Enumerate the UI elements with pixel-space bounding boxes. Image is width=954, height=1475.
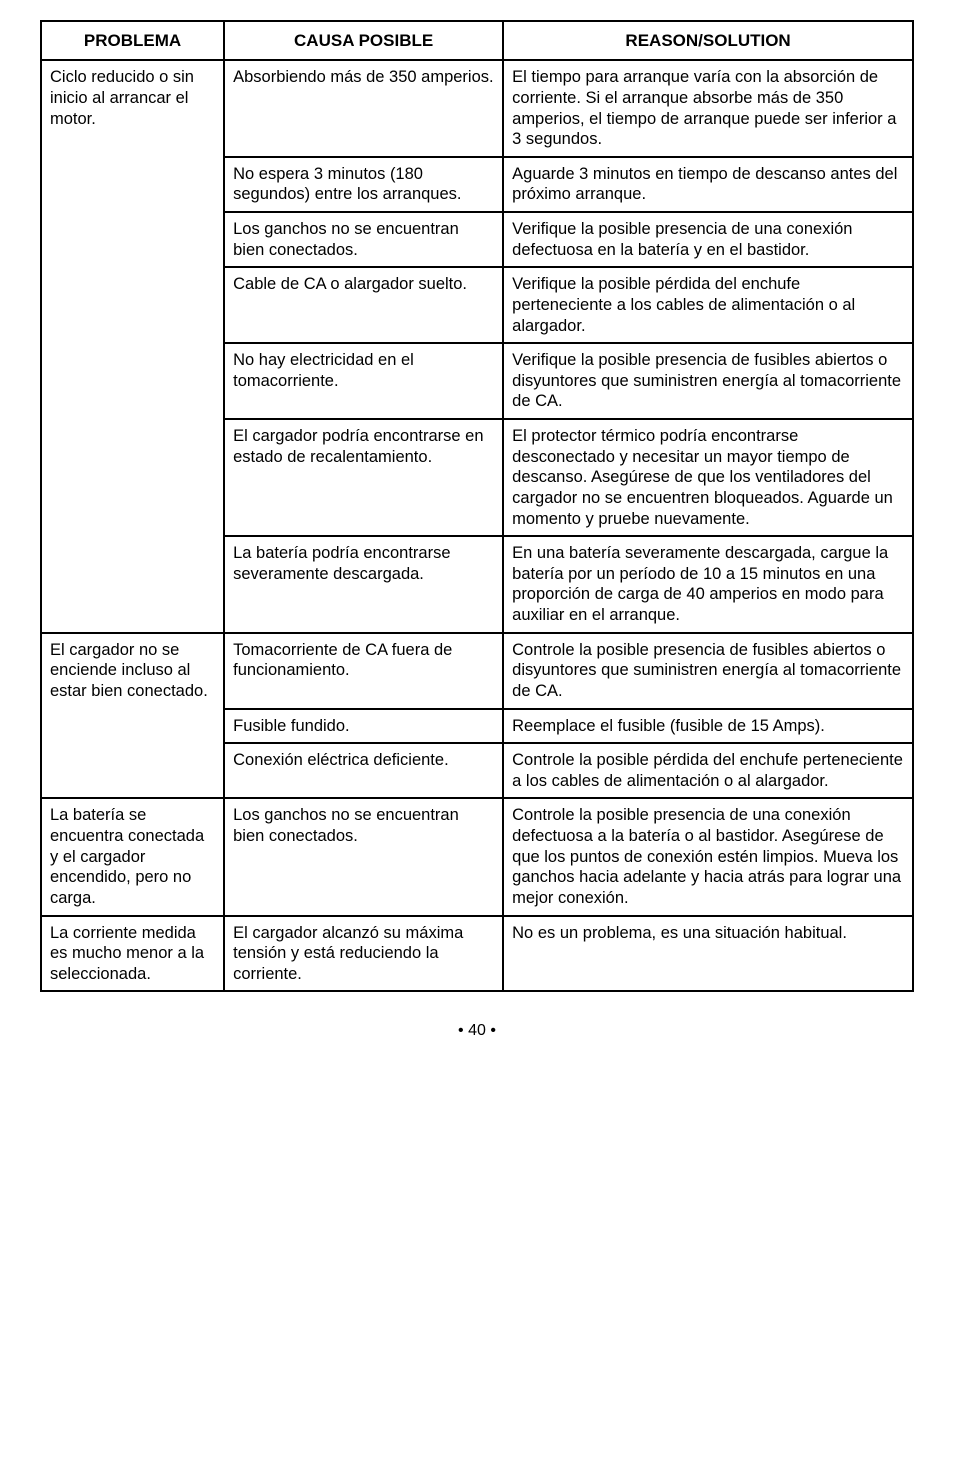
solution-cell: Controle la posible presencia de una con…: [503, 798, 913, 915]
problem-cell: La corriente medida es mucho menor a la …: [41, 916, 224, 992]
table-row: La batería se encuentra conectada y el c…: [41, 798, 913, 915]
cause-cell: No espera 3 minutos (180 segundos) entre…: [224, 157, 503, 212]
cause-cell: Tomacorriente de CA fuera de funcionamie…: [224, 633, 503, 709]
problem-cell: Ciclo reducido o sin inicio al arrancar …: [41, 60, 224, 632]
cause-cell: Absorbiendo más de 350 amperios.: [224, 60, 503, 157]
cause-cell: Cable de CA o alargador suelto.: [224, 267, 503, 343]
cause-cell: La batería podría encontrarse severament…: [224, 536, 503, 633]
cause-cell: Los ganchos no se encuentran bien conect…: [224, 798, 503, 915]
solution-cell: En una batería severamente descargada, c…: [503, 536, 913, 633]
solution-cell: Verifique la posible presencia de fusibl…: [503, 343, 913, 419]
problem-cell: La batería se encuentra conectada y el c…: [41, 798, 224, 915]
table-body: Ciclo reducido o sin inicio al arrancar …: [41, 60, 913, 991]
cause-cell: No hay electricidad en el tomacorriente.: [224, 343, 503, 419]
table-row: La corriente medida es mucho menor a la …: [41, 916, 913, 992]
solution-cell: Controle la posible presencia de fusible…: [503, 633, 913, 709]
cause-cell: El cargador alcanzó su máxima tensión y …: [224, 916, 503, 992]
solution-cell: Aguarde 3 minutos en tiempo de descanso …: [503, 157, 913, 212]
troubleshooting-table: PROBLEMA CAUSA POSIBLE REASON/SOLUTION C…: [40, 20, 914, 992]
solution-cell: Reemplace el fusible (fusible de 15 Amps…: [503, 709, 913, 744]
cause-cell: Fusible fundido.: [224, 709, 503, 744]
problem-cell: El cargador no se enciende incluso al es…: [41, 633, 224, 799]
cause-cell: Conexión eléctrica deficiente.: [224, 743, 503, 798]
header-problema: PROBLEMA: [41, 21, 224, 60]
cause-cell: El cargador podría encontrarse en estado…: [224, 419, 503, 536]
header-causa: CAUSA POSIBLE: [224, 21, 503, 60]
solution-cell: Controle la posible pérdida del enchufe …: [503, 743, 913, 798]
page-number: • 40 •: [40, 1022, 914, 1040]
solution-cell: El protector térmico podría encontrarse …: [503, 419, 913, 536]
table-header-row: PROBLEMA CAUSA POSIBLE REASON/SOLUTION: [41, 21, 913, 60]
solution-cell: No es un problema, es una situación habi…: [503, 916, 913, 992]
solution-cell: Verifique la posible presencia de una co…: [503, 212, 913, 267]
table-row: Ciclo reducido o sin inicio al arrancar …: [41, 60, 913, 157]
table-row: El cargador no se enciende incluso al es…: [41, 633, 913, 709]
cause-cell: Los ganchos no se encuentran bien conect…: [224, 212, 503, 267]
header-solution: REASON/SOLUTION: [503, 21, 913, 60]
solution-cell: El tiempo para arranque varía con la abs…: [503, 60, 913, 157]
solution-cell: Verifique la posible pérdida del enchufe…: [503, 267, 913, 343]
